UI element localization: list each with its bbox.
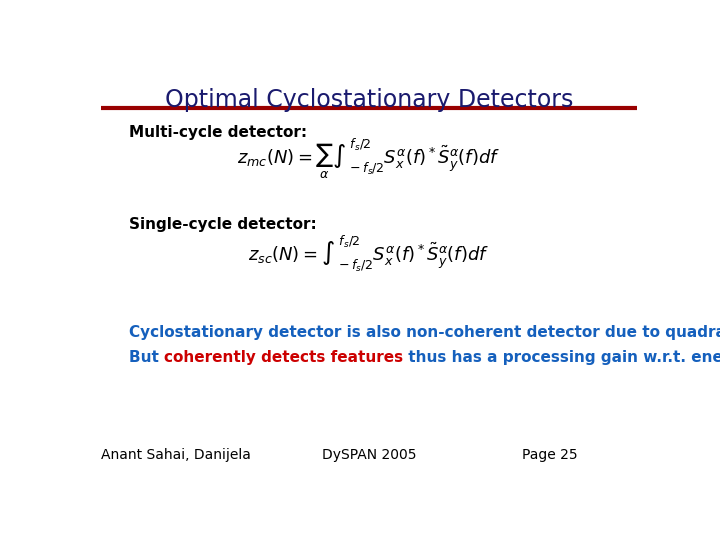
Text: But: But [129,349,164,364]
Text: coherently detects features: coherently detects features [164,349,403,364]
Text: Optimal Cyclostationary Detectors: Optimal Cyclostationary Detectors [165,87,573,112]
Text: thus has a processing gain w.r.t. energy detector: thus has a processing gain w.r.t. energy… [403,349,720,364]
Text: Cyclostationary detector is also non-coherent detector due to quadratic transfor: Cyclostationary detector is also non-coh… [129,325,720,340]
Text: DySPAN 2005: DySPAN 2005 [322,448,416,462]
Text: $z_{sc}(N) = \int_{\,-f_s/2}^{\,f_s/2} S_x^{\alpha}(f)^* \tilde{S}_y^{\alpha}(f): $z_{sc}(N) = \int_{\,-f_s/2}^{\,f_s/2} S… [248,234,490,274]
Text: Anant Sahai, Danijela: Anant Sahai, Danijela [101,448,251,462]
Text: Multi-cycle detector:: Multi-cycle detector: [129,125,307,140]
Text: Single-cycle detector:: Single-cycle detector: [129,217,317,232]
Text: $z_{mc}(N) = \sum_{\alpha} \int_{\,-f_s/2}^{\,f_s/2} S_x^{\alpha}(f)^* \tilde{S}: $z_{mc}(N) = \sum_{\alpha} \int_{\,-f_s/… [238,136,500,181]
Text: Page 25: Page 25 [523,448,578,462]
